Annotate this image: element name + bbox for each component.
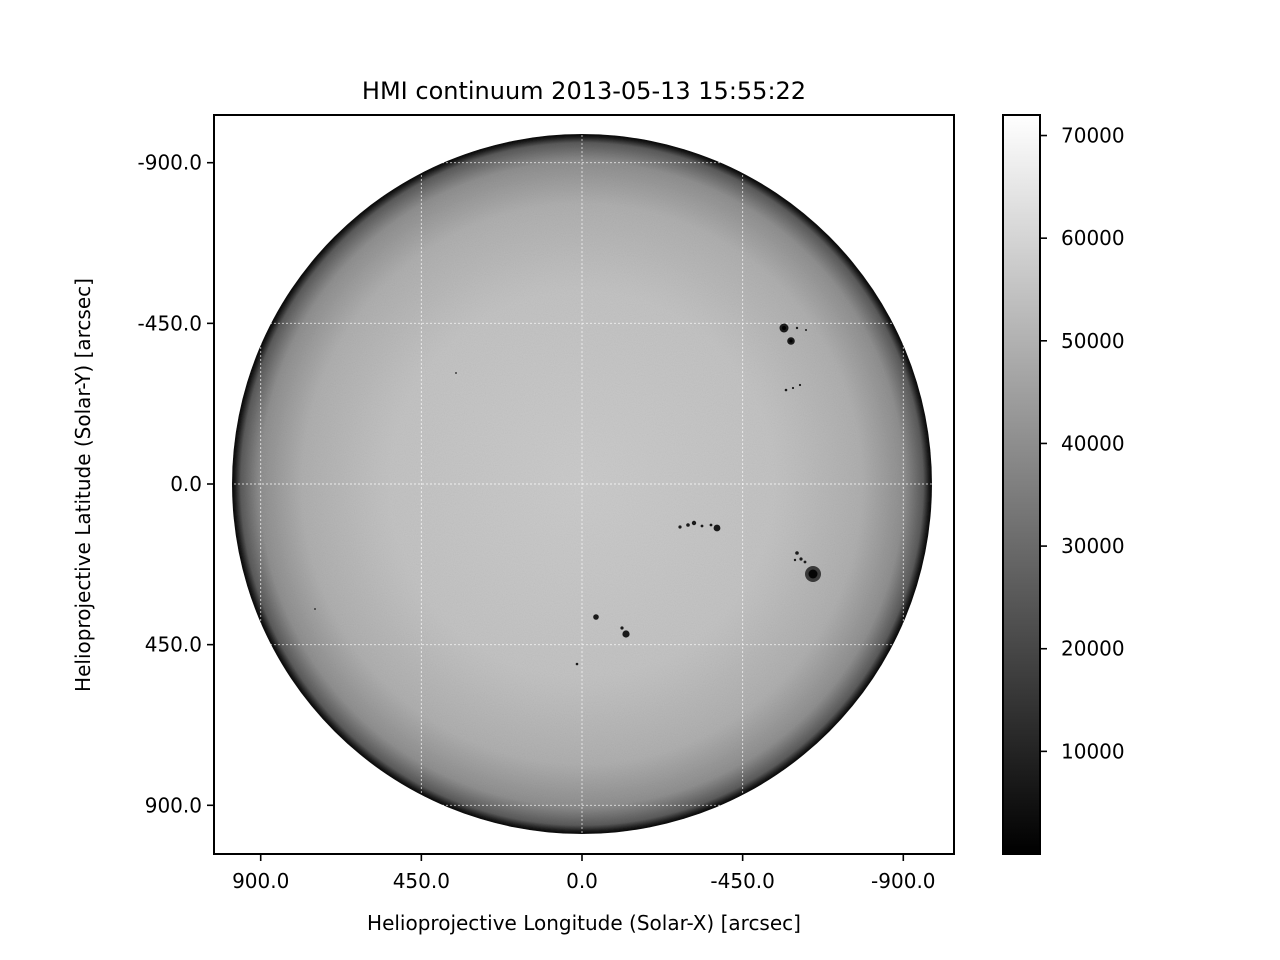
sunspot — [593, 614, 599, 620]
sunspot — [713, 524, 721, 532]
colorbar: 10000 20000 30000 40000 50000 60000 70000 — [1002, 114, 1125, 855]
sunspot-groups — [314, 323, 821, 666]
y-axis-ticks: -900.0 -450.0 0.0 450.0 900.0 — [138, 151, 214, 817]
x-axis-label: Helioprojective Longitude (Solar-X) [arc… — [367, 911, 801, 935]
y-tick-label: 450.0 — [145, 633, 202, 657]
colorbar-gradient — [1002, 114, 1041, 855]
coordinate-grid — [214, 115, 954, 854]
colorbar-tick-label: 30000 — [1061, 534, 1125, 558]
colorbar-tick-label: 50000 — [1061, 329, 1125, 353]
x-tick-label: 900.0 — [232, 869, 289, 893]
y-tick-label: 900.0 — [145, 793, 202, 817]
colorbar-tick-label: 40000 — [1061, 431, 1125, 455]
x-tick-label: -900.0 — [871, 869, 935, 893]
colorbar-ticks: 10000 20000 30000 40000 50000 60000 70000 — [1040, 124, 1125, 763]
chart-title: HMI continuum 2013-05-13 15:55:22 — [362, 77, 806, 105]
y-axis-label: Helioprojective Latitude (Solar-Y) [arcs… — [71, 278, 95, 692]
colorbar-tick-label: 70000 — [1061, 124, 1125, 148]
colorbar-tick-label: 60000 — [1061, 226, 1125, 250]
plot-area — [214, 115, 954, 854]
y-tick-label: -900.0 — [138, 151, 202, 175]
y-tick-label: 0.0 — [170, 472, 202, 496]
colorbar-tick-label: 20000 — [1061, 637, 1125, 661]
x-tick-label: 450.0 — [393, 869, 450, 893]
colorbar-tick-label: 10000 — [1061, 739, 1125, 763]
x-axis-ticks: 900.0 450.0 0.0 -450.0 -900.0 — [232, 854, 936, 893]
x-tick-label: 0.0 — [566, 869, 598, 893]
sunspot — [622, 630, 630, 638]
x-tick-label: -450.0 — [710, 869, 774, 893]
y-tick-label: -450.0 — [138, 311, 202, 335]
